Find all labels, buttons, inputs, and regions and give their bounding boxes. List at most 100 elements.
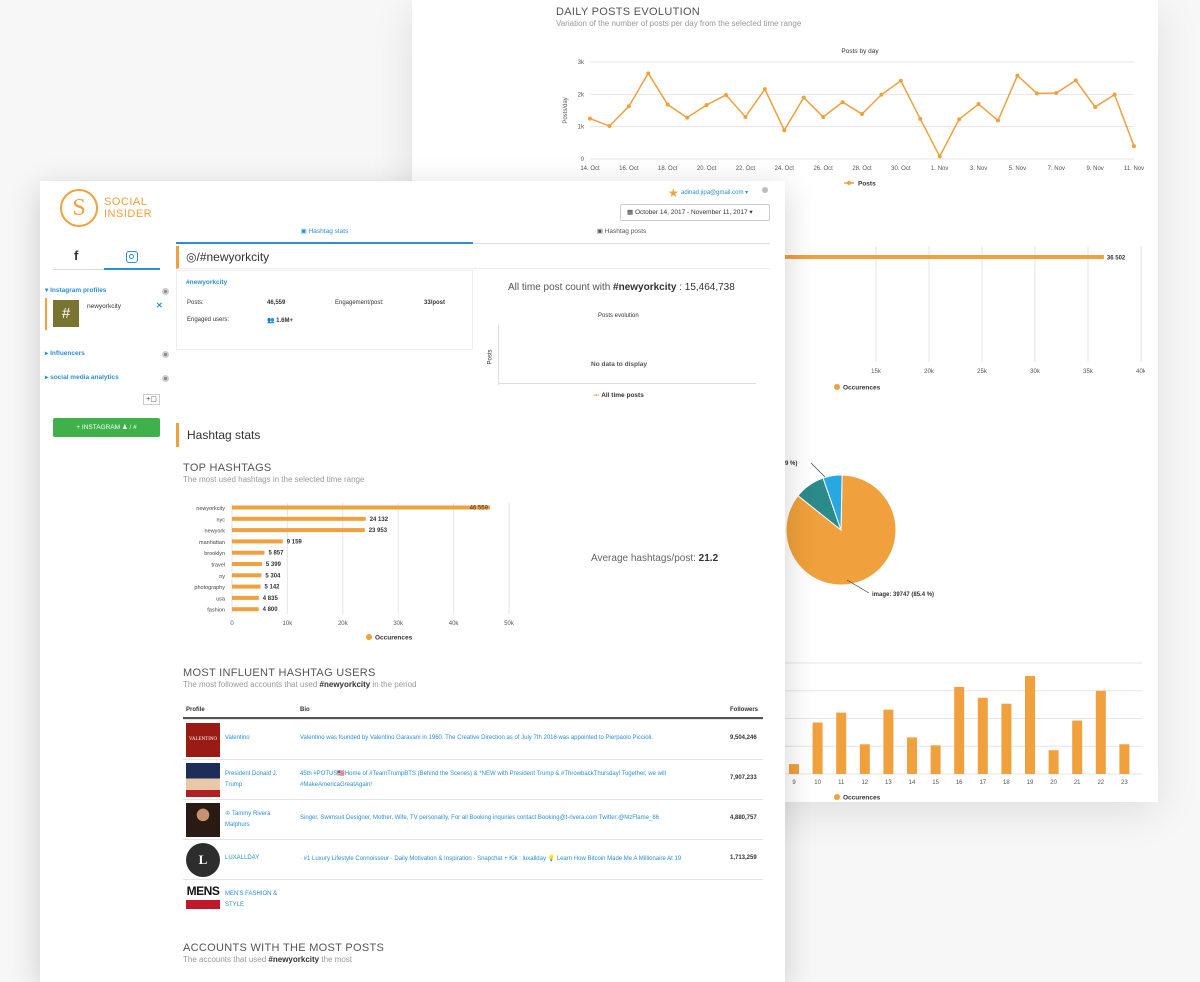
bar-value-label: 36 502 bbox=[1107, 256, 1126, 262]
data-point bbox=[1112, 92, 1117, 97]
data-point bbox=[821, 114, 826, 119]
x-tick-label: 20. Oct bbox=[697, 166, 717, 172]
bar bbox=[232, 584, 261, 589]
bar bbox=[930, 745, 941, 774]
data-point bbox=[588, 116, 592, 121]
hashtag-info-card: #newyorkcity Posts: 46,559 Engagement/po… bbox=[176, 270, 473, 350]
add-folder-icon[interactable]: +▢ bbox=[143, 394, 160, 405]
x-tick-label: 28. Oct bbox=[852, 166, 872, 172]
bar-value-label: 5 399 bbox=[266, 562, 282, 568]
data-point bbox=[1093, 104, 1098, 109]
slice-label: 9 %) bbox=[785, 461, 797, 467]
sidebar-section-social-media-analytics[interactable]: ▸ social media analytics bbox=[45, 374, 119, 381]
data-point bbox=[860, 112, 864, 117]
instagram-icon bbox=[126, 251, 138, 263]
bar bbox=[1001, 703, 1012, 774]
date-range-picker[interactable]: ▦ October 14, 2017 - November 11, 2017 ▾ bbox=[620, 204, 770, 221]
sidebar-section-instagram-profiles[interactable]: ▾ Instagram profiles bbox=[45, 287, 107, 294]
all-time-legend[interactable]: -•- All time posts bbox=[593, 392, 644, 399]
gear-icon[interactable] bbox=[162, 351, 169, 358]
bar-value-label: 5 857 bbox=[268, 551, 284, 557]
data-point bbox=[743, 114, 748, 119]
sidebar-section-influencers[interactable]: ▸ Influencers bbox=[45, 350, 85, 357]
bar bbox=[1025, 675, 1035, 774]
daily-posts-line-chart: Posts by day Posts/day 0 1k 2k 3k 14. Oct 16. O… bbox=[563, 48, 1144, 188]
profile-link[interactable]: Valentino bbox=[225, 735, 250, 741]
gear-icon[interactable] bbox=[162, 375, 169, 382]
x-tick-label: 18. Oct bbox=[658, 166, 678, 172]
x-tick-label: 3. Nov bbox=[970, 166, 987, 172]
pie-slice bbox=[822, 474, 843, 531]
bar bbox=[232, 505, 490, 510]
x-tick-label: 20k bbox=[338, 621, 349, 627]
legend-label: Occurences bbox=[375, 635, 413, 642]
calendar-icon: ▦ bbox=[627, 209, 634, 216]
legend-label: Posts bbox=[858, 181, 876, 188]
tab-hashtag-posts[interactable]: ▣ Hashtag posts bbox=[473, 227, 770, 244]
profile-link[interactable]: President Donald J. Trump bbox=[225, 771, 278, 788]
star-icon: ★ bbox=[668, 186, 679, 200]
table-row: President Donald J. Trump 45th #POTUS🇺🇸H… bbox=[183, 759, 763, 799]
legend-marker bbox=[834, 794, 840, 800]
bar-value-label: 5 142 bbox=[264, 585, 280, 591]
table-row: MENS MEN'S FASHION & STYLE bbox=[183, 879, 763, 919]
bar bbox=[907, 737, 917, 774]
table-row: ♔ Tammy Rivera Malphurs Singer, Swimsuit… bbox=[183, 799, 763, 839]
bio-text: · #1 Luxury Lifestyle Connoisseur · Dail… bbox=[300, 856, 682, 862]
data-point bbox=[626, 104, 631, 109]
instagram-tab[interactable] bbox=[104, 244, 160, 270]
engaged-label: Engaged users: bbox=[187, 317, 230, 323]
x-tick-label: 10 bbox=[814, 780, 821, 786]
bar bbox=[812, 722, 823, 774]
hashtag-link[interactable]: #newyorkcity bbox=[186, 279, 228, 286]
remove-icon[interactable]: ✕ bbox=[156, 301, 163, 310]
x-tick-label: 12 bbox=[861, 780, 868, 786]
hashtag-avatar: # bbox=[53, 300, 79, 327]
gear-icon[interactable] bbox=[162, 288, 169, 295]
legend-marker bbox=[366, 634, 372, 640]
x-tick-label: 10k bbox=[283, 621, 294, 627]
chart-icon: ▣ bbox=[300, 228, 307, 235]
data-point bbox=[1015, 73, 1020, 78]
posts-label: Posts: bbox=[187, 300, 204, 306]
chart-title: Posts by day bbox=[841, 48, 879, 55]
data-point bbox=[996, 118, 1000, 123]
sidebar-profile-newyorkcity[interactable] bbox=[45, 298, 165, 330]
bar-value-label: 23 953 bbox=[369, 528, 388, 534]
data-point bbox=[879, 92, 884, 97]
profile-link[interactable]: ♔ Tammy Rivera Malphurs bbox=[225, 811, 271, 828]
top-hashtags-bar-chart: 0 10k 20k 30k 40k 50k newyorkcity 46 559 nyc 24 1… bbox=[194, 503, 515, 642]
x-tick-label: 11 bbox=[838, 780, 845, 786]
data-point bbox=[646, 71, 651, 76]
x-tick-label: 5. Nov bbox=[1009, 166, 1026, 172]
profile-link[interactable]: LUXALLDAY bbox=[225, 855, 260, 861]
x-tick-label: 23 bbox=[1121, 780, 1128, 786]
profile-link[interactable]: MEN'S FASHION & STYLE bbox=[225, 891, 278, 908]
settings-icon[interactable] bbox=[762, 187, 768, 193]
hour-occurences-bar-chart: 9 10 11 12 13 14 15 16 17 18 19 20 21 22 23 Occurences bbox=[785, 662, 1142, 802]
axis-line bbox=[498, 383, 756, 384]
category-label: photography bbox=[194, 585, 225, 591]
tab-hashtag-stats[interactable]: ▣ Hashtag stats bbox=[176, 227, 473, 244]
bio-text: Singer, Swimsuit Designer, Mother, Wife,… bbox=[300, 815, 659, 821]
add-instagram-button[interactable]: + INSTAGRAM ♟ / # bbox=[53, 418, 160, 437]
bar bbox=[1048, 750, 1059, 774]
bar bbox=[785, 255, 1104, 259]
data-point bbox=[898, 78, 903, 83]
data-point bbox=[801, 95, 806, 100]
y-tick-label: 2k bbox=[578, 92, 585, 98]
category-label: newyorkcity bbox=[196, 506, 225, 512]
x-tick-label: 14. Oct bbox=[580, 166, 600, 172]
legend-marker bbox=[847, 181, 851, 185]
average-hashtags: Average hashtags/post: 21.2 bbox=[591, 553, 719, 564]
x-tick-label: 20k bbox=[924, 369, 935, 375]
table-row: VALENTINO Valentino Valentino was founde… bbox=[183, 719, 763, 759]
x-tick-label: 17 bbox=[979, 780, 986, 786]
posts-axis-label: Posts bbox=[487, 349, 494, 365]
facebook-icon[interactable]: f bbox=[74, 248, 79, 263]
bar bbox=[232, 595, 259, 600]
instagram-icon: ◎ bbox=[186, 250, 197, 264]
daily-posts-title: DAILY POSTS EVOLUTION bbox=[556, 6, 701, 18]
user-email-dropdown[interactable]: adinad.jipa@gmail.com ▾ bbox=[681, 190, 749, 196]
profile-name: newyorkcity bbox=[87, 303, 121, 310]
